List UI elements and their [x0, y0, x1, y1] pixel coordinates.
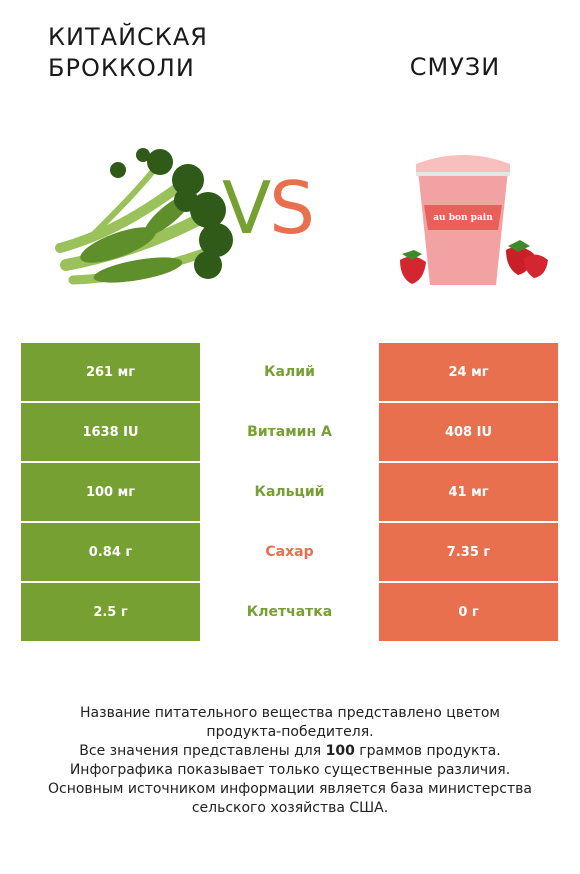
- cup-brand-text: au bon pain: [433, 213, 493, 223]
- left-value: 100 мг: [21, 463, 200, 521]
- vs-v: V: [222, 166, 271, 250]
- right-product-title: СМУЗИ: [409, 53, 501, 81]
- table-row: 261 мг Калий 24 мг: [21, 343, 558, 401]
- footer-line: Основным источником информации является …: [48, 781, 532, 797]
- footer-text: Все значения представлены для: [79, 743, 326, 759]
- strawberries: [400, 240, 548, 284]
- footer-note: Название питательного вещества представл…: [20, 704, 560, 818]
- broccoli-florets: [110, 148, 233, 279]
- footer-line: Инфографика показывает только существенн…: [69, 762, 511, 778]
- nutrient-label: Витамин A: [200, 403, 379, 461]
- vs-s: S: [269, 166, 315, 250]
- smoothie-cup: au bon pain: [416, 155, 510, 285]
- footer-text: граммов продукта.: [354, 743, 501, 759]
- nutrient-label: Кальций: [200, 463, 379, 521]
- table-row: 100 мг Кальций 41 мг: [21, 463, 558, 521]
- broccoli-image: [55, 148, 233, 285]
- right-value: 7.35 г: [379, 523, 558, 581]
- right-value: 41 мг: [379, 463, 558, 521]
- smoothie-image: au bon pain: [400, 155, 548, 285]
- footer-line: продукта-победителя.: [206, 724, 374, 740]
- vs-label: VS: [222, 166, 315, 250]
- table-row: 1638 IU Витамин A 408 IU: [21, 403, 558, 461]
- footer-line: сельского хозяйства США.: [191, 800, 389, 816]
- comparison-table: 261 мг Калий 24 мг 1638 IU Витамин A 408…: [21, 343, 558, 643]
- footer-line: Все значения представлены для 100 граммо…: [20, 742, 560, 761]
- left-value: 261 мг: [21, 343, 200, 401]
- left-value: 0.84 г: [21, 523, 200, 581]
- left-value: 1638 IU: [21, 403, 200, 461]
- table-row: 2.5 г Клетчатка 0 г: [21, 583, 558, 641]
- footer-amount: 100: [325, 743, 355, 759]
- nutrient-label: Клетчатка: [200, 583, 379, 641]
- right-value: 0 г: [379, 583, 558, 641]
- right-value: 408 IU: [379, 403, 558, 461]
- table-row: 0.84 г Сахар 7.35 г: [21, 523, 558, 581]
- left-product-title: КИТАЙСКАЯ БРОККОЛИ: [48, 23, 208, 82]
- left-value: 2.5 г: [21, 583, 200, 641]
- footer-line: Название питательного вещества представл…: [80, 705, 500, 721]
- right-value: 24 мг: [379, 343, 558, 401]
- nutrient-label: Калий: [200, 343, 379, 401]
- nutrient-label: Сахар: [200, 523, 379, 581]
